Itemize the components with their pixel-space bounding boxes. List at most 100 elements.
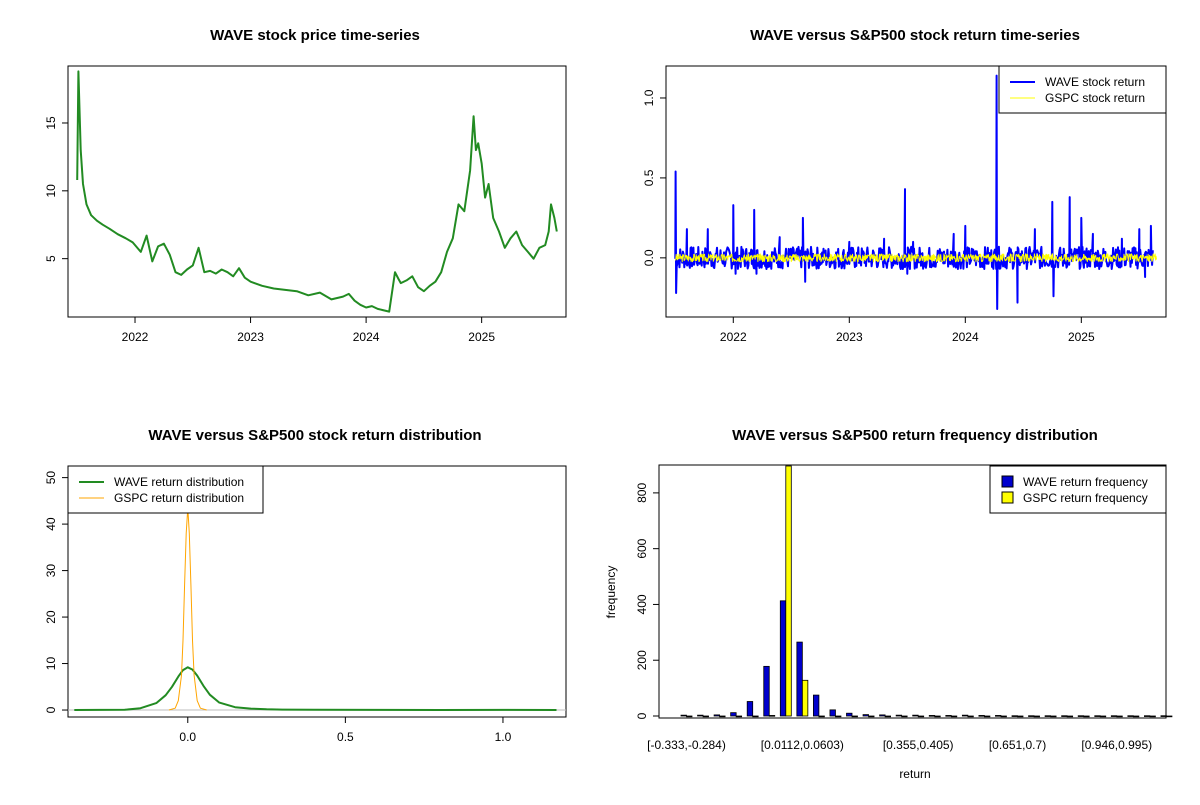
returns-x-tick-label: 2025 [1068,330,1095,344]
density-x-tick-label: 0.5 [337,730,354,744]
gspc-frequency-bar [1166,715,1173,718]
gspc-frequency-bar [735,715,743,718]
wave-frequency-bar [1044,715,1051,717]
price-y-tick-label: 10 [44,184,58,198]
frequency-y-tick-label: 0 [635,712,649,719]
frequency-y-tick-label: 600 [635,538,649,558]
gspc-frequency-bar [752,715,759,718]
frequency-x-tick-label: [0.946,0.995) [1081,738,1152,752]
frequency-legend-gspc-swatch [1001,491,1014,504]
frequency-legend-box [989,465,1167,514]
wave-frequency-bar [746,701,754,717]
gspc-density-curve [168,507,207,711]
wave-frequency-bar [912,714,919,717]
wave-frequency-bar [928,715,936,717]
returns-legend-wave-label: WAVE stock return [1045,75,1145,89]
wave-frequency-bar [763,665,770,717]
wave-frequency-bar [779,600,787,717]
wave-frequency-bar [846,712,853,717]
returns-legend-box [998,65,1167,114]
wave-frequency-bar [796,641,803,717]
gspc-frequency-bar [950,715,958,718]
gspc-frequency-bar [818,715,825,718]
gspc-frequency-bar [768,715,776,717]
price-plot-frame [67,65,567,318]
frequency-y-tick-label: 200 [635,650,649,670]
gspc-frequency-bar [719,715,726,718]
gspc-frequency-bar [702,715,709,718]
wave-frequency-bar [895,714,903,717]
wave-frequency-bar [713,714,720,717]
gspc-return-line [674,253,1157,263]
frequency-legend: WAVE return frequency GSPC return freque… [989,465,1167,514]
density-chart-title: WAVE versus S&P500 stock return distribu… [148,427,481,444]
wave-frequency-bar [862,714,869,717]
gspc-frequency-bar [835,715,842,718]
wave-frequency-bar [1094,715,1101,717]
density-plot-frame [67,465,567,718]
density-y-tick-label: 20 [44,610,58,624]
price-x-tick-label: 2022 [122,330,149,344]
gspc-frequency-bar [1149,715,1156,718]
frequency-x-tick-label: [0.355,0.405) [883,738,954,752]
gspc-frequency-bar [1116,715,1123,718]
density-y-tick-label: 0 [44,706,58,713]
price-series [76,70,558,313]
returns-y-tick-label: 0.0 [642,249,656,266]
gspc-frequency-bar [1066,715,1074,718]
returns-y-tick-label: 0.5 [642,169,656,186]
price-y-tick-label: 15 [44,116,58,130]
price-y-axis: 5 10 15 [44,116,68,262]
returns-plot-frame [665,65,1167,318]
frequency-y-tick-label: 800 [635,483,649,503]
wave-frequency-bar [978,715,985,717]
frequency-y-axis-label: frequency [604,566,618,619]
wave-frequency-bar [1127,715,1134,717]
gspc-frequency-bar [785,465,792,717]
frequency-x-tick-label: [-0.333,-0.284) [647,738,726,752]
wave-frequency-bar [680,714,687,717]
wave-frequency-bar [1144,715,1151,717]
gspc-frequency-bar [901,715,908,718]
frequency-plot-frame [658,464,1167,719]
density-y-tick-label: 50 [44,471,58,485]
frequency-chart-title: WAVE versus S&P500 return frequency dist… [732,427,1098,444]
gspc-frequency-bar [686,715,693,718]
gspc-frequency-bar [967,715,974,718]
density-x-tick-label: 1.0 [495,730,512,744]
wave-frequency-bar [1011,715,1018,717]
density-y-tick-label: 10 [44,657,58,671]
price-y-tick-label: 5 [44,255,58,262]
price-x-axis: 2022 2023 2024 2025 [122,317,495,344]
wave-frequency-bar [1077,715,1085,717]
wave-frequency-bar [730,712,737,717]
price-chart: WAVE stock price time-series 2022 2023 202… [44,27,567,344]
gspc-frequency-bar [1099,715,1107,718]
returns-chart: WAVE versus S&P500 stock return time-ser… [642,27,1167,344]
price-chart-title: WAVE stock price time-series [210,27,420,44]
frequency-x-tick-label: [0.0112,0.0603) [761,738,844,752]
frequency-legend-wave-swatch [1001,475,1014,488]
gspc-frequency-bar [1000,715,1007,718]
density-legend-gspc-label: GSPC return distribution [114,491,244,505]
density-legend-wave-label: WAVE return distribution [114,475,244,489]
frequency-chart: WAVE versus S&P500 return frequency dist… [604,427,1173,781]
density-y-tick-label: 30 [44,564,58,578]
returns-x-tick-label: 2022 [720,330,747,344]
returns-legend-gspc-label: GSPC stock return [1045,91,1145,105]
wave-frequency-bar [1160,715,1167,717]
returns-legend: WAVE stock return GSPC stock return [998,65,1167,114]
wave-frequency-bar [879,714,886,717]
density-legend-box [67,465,264,514]
returns-y-axis: 0.0 0.5 1.0 [642,89,666,266]
wave-density-curve [74,666,557,711]
gspc-frequency-bar [934,715,941,718]
gspc-frequency-bar [984,715,991,718]
density-y-tick-label: 40 [44,517,58,531]
price-x-tick-label: 2024 [353,330,380,344]
gspc-frequency-bar [1017,715,1024,718]
frequency-bars [680,465,1173,718]
density-x-tick-label: 0.0 [179,730,196,744]
